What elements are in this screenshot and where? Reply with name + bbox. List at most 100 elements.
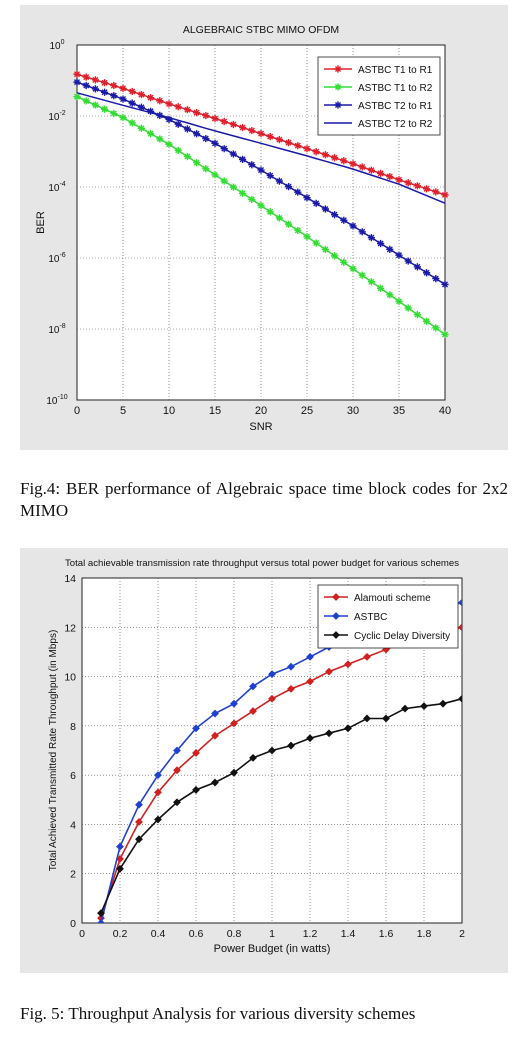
series-1-marker (147, 94, 155, 102)
series-2-marker (183, 152, 191, 161)
x-tick-label: 20 (255, 405, 267, 417)
series-2-point (458, 598, 462, 607)
series-2-marker (101, 105, 109, 113)
y-tick-label: 8 (70, 721, 76, 733)
series-3-marker (266, 171, 274, 180)
fig5-panel: Total achievable transmission rate throu… (20, 548, 508, 973)
series-1-point (135, 818, 143, 826)
legend-entry-1: Alamouti scheme (354, 593, 431, 604)
series-3-marker (432, 274, 440, 283)
series-1-marker (331, 154, 339, 162)
x-tick-label: 0 (79, 928, 85, 940)
series-3-point (230, 768, 238, 777)
series-3-marker (340, 216, 348, 224)
series-3-marker (331, 211, 339, 219)
series-1-marker (156, 97, 164, 105)
series-1-marker (137, 90, 145, 99)
series-3-marker (202, 134, 210, 143)
series-1-point (154, 788, 162, 797)
x-tick-label: 2 (459, 928, 465, 940)
series-1-marker (174, 103, 182, 111)
series-2-marker (147, 130, 155, 138)
series-3-marker (91, 85, 99, 93)
x-axis-label: SNR (249, 421, 272, 433)
series-2-marker (423, 317, 431, 325)
series-2-marker (377, 284, 385, 292)
series-3-marker (257, 166, 265, 174)
series-2-marker (404, 304, 412, 312)
series-1-point (249, 707, 257, 715)
series-1-point (173, 766, 181, 775)
series-2-marker (165, 140, 173, 148)
series-1-marker (91, 76, 99, 84)
x-tick-label: 1.2 (303, 928, 318, 940)
series-3-marker (303, 194, 311, 202)
ber-chart: ALGEBRAIC STBC MIMO OFDM 0 5 10 15 20 25 30 35 40… (35, 24, 451, 433)
series-1-marker (248, 126, 256, 135)
series-3-marker (239, 155, 247, 163)
series-3-point (192, 786, 200, 794)
y-tick-label: 6 (70, 770, 76, 782)
series-1-marker (349, 160, 357, 168)
series-3-marker (413, 263, 421, 271)
legend-marker-3 (332, 631, 340, 639)
x-tick-label: 5 (120, 405, 126, 417)
series-2-marker (432, 324, 440, 332)
legend-entry-3: Cyclic Delay Diversity (354, 631, 450, 642)
series-3-point (97, 909, 105, 918)
series-1-marker (119, 84, 127, 92)
x-tick-label: 0.6 (189, 928, 204, 940)
series-3-marker (285, 183, 293, 191)
series-1-marker (395, 176, 403, 184)
series-2-marker (395, 297, 403, 305)
series-2-marker (294, 226, 302, 235)
series-3-point (344, 724, 352, 733)
series-1-marker (285, 139, 293, 147)
series-3-marker (229, 150, 237, 158)
x-tick-label: 1.4 (341, 928, 356, 940)
legend-marker-1 (334, 65, 342, 73)
y-tick-label: 12 (64, 622, 76, 634)
series-3-point (173, 798, 181, 807)
series-1-marker (128, 87, 136, 96)
series-3-marker (275, 177, 283, 185)
series-1-point (325, 667, 333, 676)
series-2-marker (73, 93, 81, 101)
series-2-point (306, 652, 314, 661)
chart-title: Total achievable transmission rate throu… (65, 558, 459, 569)
series-3-point (268, 746, 276, 755)
series-1-marker (229, 120, 237, 129)
y-tick-label: 100 (49, 39, 64, 52)
series-1-marker (432, 188, 440, 196)
series-3-marker (73, 78, 81, 86)
series-1-marker (303, 145, 311, 153)
series-1-marker (110, 81, 118, 90)
y-tick-label: 2 (70, 869, 76, 881)
series-1-marker (257, 129, 265, 138)
series-2-point (230, 699, 238, 708)
series-2-marker (220, 177, 228, 185)
series-3-marker (395, 251, 403, 259)
series-3-marker (183, 125, 191, 133)
x-tick-label: 35 (393, 405, 405, 417)
y-tick-label: 14 (64, 573, 76, 585)
series-1-marker (266, 132, 274, 141)
series-1-marker (101, 79, 109, 87)
series-2-marker (202, 165, 210, 173)
series-3-marker (248, 161, 256, 169)
x-tick-label: 1.8 (417, 928, 432, 940)
series-2-point (173, 746, 181, 755)
series-1-point (192, 749, 200, 757)
series-1-point (306, 677, 314, 686)
series-3-point (287, 741, 295, 750)
fig4-caption: Fig.4: BER performance of Algebraic spac… (20, 479, 508, 520)
series-2-marker (367, 278, 375, 286)
series-3-marker (349, 222, 357, 230)
series-2-marker (128, 119, 136, 127)
series-2-marker (248, 195, 256, 204)
series-2-marker (119, 114, 127, 122)
series-3-point (458, 694, 462, 703)
series-2-marker (413, 311, 421, 319)
series-2-marker (82, 97, 90, 105)
series-2-marker (349, 265, 357, 273)
